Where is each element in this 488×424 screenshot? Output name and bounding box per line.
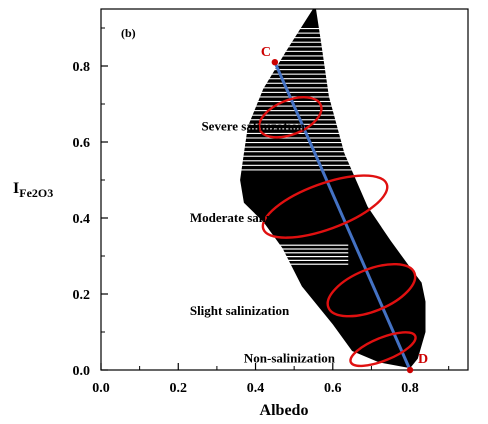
scatter-stripe-gap (216, 32, 364, 34)
scatter-cloud (216, 9, 426, 369)
region-ellipse (261, 174, 389, 239)
scatter-stripe-gap (216, 155, 364, 157)
scatter-stripe-gap (216, 59, 364, 62)
y-tick-label: 0.4 (73, 212, 91, 227)
region-label: Slight salinization (190, 303, 290, 318)
region-ellipse (257, 96, 323, 139)
scatter-stripe-gap (216, 55, 364, 57)
region-ellipse (326, 262, 417, 318)
scatter-cloud-dense (240, 9, 426, 369)
scatter-stripe-gap (216, 105, 364, 107)
scatter-stripe-gap (216, 160, 364, 162)
scatter-stripe-gap (216, 64, 364, 66)
region-ellipse (349, 331, 417, 368)
scatter-stripe-gap (216, 137, 364, 139)
scatter-stripe-gap (216, 46, 364, 48)
scatter-stripe-gap (216, 91, 364, 93)
scatter-stripe-gap (270, 259, 349, 261)
scatter-stripe-gap (216, 142, 364, 144)
scatter-stripe-gap (216, 164, 364, 166)
endpoint-dot (406, 366, 414, 374)
x-tick-label: 0.8 (401, 381, 419, 396)
y-axis-title: IFe2O3 (13, 180, 53, 200)
scatter-stripe-gap (216, 146, 364, 148)
scatter-stripe-gap (216, 132, 364, 134)
regression-line (273, 61, 412, 371)
x-axis-title: Albedo (260, 402, 309, 419)
scatter-stripe-gap (216, 169, 364, 171)
y-axis-title-main: I (13, 180, 19, 197)
y-tick-label: 0.8 (73, 60, 91, 75)
x-tick-label: 0.0 (92, 381, 110, 396)
x-axis-ticks: 0.0 0.2 0.4 0.6 0.8 (92, 363, 450, 396)
scatter-stripe-gap (216, 114, 364, 116)
endpoint-label: C (261, 45, 271, 60)
y-tick-label: 0.0 (73, 364, 91, 379)
x-tick-label: 0.2 (170, 381, 188, 396)
y-axis-ticks: 0.0 0.2 0.4 0.6 0.8 (73, 27, 108, 379)
scatter-stripe-gap (270, 248, 349, 250)
region-label: Severe salinization (201, 119, 305, 134)
endpoint-dot (271, 59, 279, 66)
scatter-stripe-gap (270, 256, 349, 258)
scatter-stripe-gap (216, 151, 364, 153)
scatter-stripe-gap (270, 244, 349, 246)
scatter-stripe-gap (216, 41, 364, 43)
scatter-stripe-gap (216, 73, 364, 75)
scatter-stripe-gap (216, 50, 364, 52)
scatter-stripe-gap (216, 128, 364, 130)
scatter-stripe-gap (216, 87, 364, 89)
scatter-stripe-gap (216, 110, 364, 112)
scatter-stripe-gap (216, 119, 364, 121)
y-tick-label: 0.2 (73, 288, 91, 303)
scatter-stripe-gap (216, 100, 364, 103)
scatter-stripe-gap (216, 37, 364, 39)
y-tick-label: 0.6 (73, 136, 91, 151)
panel-label: (b) (121, 26, 136, 40)
region-label: Moderate salinization (190, 210, 312, 225)
y-axis-title-sub: Fe2O3 (19, 186, 53, 200)
scatter-stripe-gap (216, 123, 364, 125)
salinization-regions: Severe salinization Moderate salinization… (190, 96, 417, 368)
endpoint-label: D (418, 352, 428, 367)
plot-frame (100, 8, 469, 371)
scatter-cloud-gaps (216, 28, 364, 265)
scatter-stripe-gap (270, 252, 349, 254)
x-tick-label: 0.4 (247, 381, 265, 396)
region-label: Non-salinization (244, 350, 336, 365)
scatter-stripe-gap (216, 78, 364, 80)
scatter-stripe-gap (216, 69, 364, 71)
x-tick-label: 0.6 (324, 381, 342, 396)
scatter-stripe-gap (216, 82, 364, 84)
scatter-stripe-gap (270, 263, 349, 265)
scatter-stripe-gap (216, 28, 364, 30)
endpoint-markers: CD (261, 45, 428, 374)
